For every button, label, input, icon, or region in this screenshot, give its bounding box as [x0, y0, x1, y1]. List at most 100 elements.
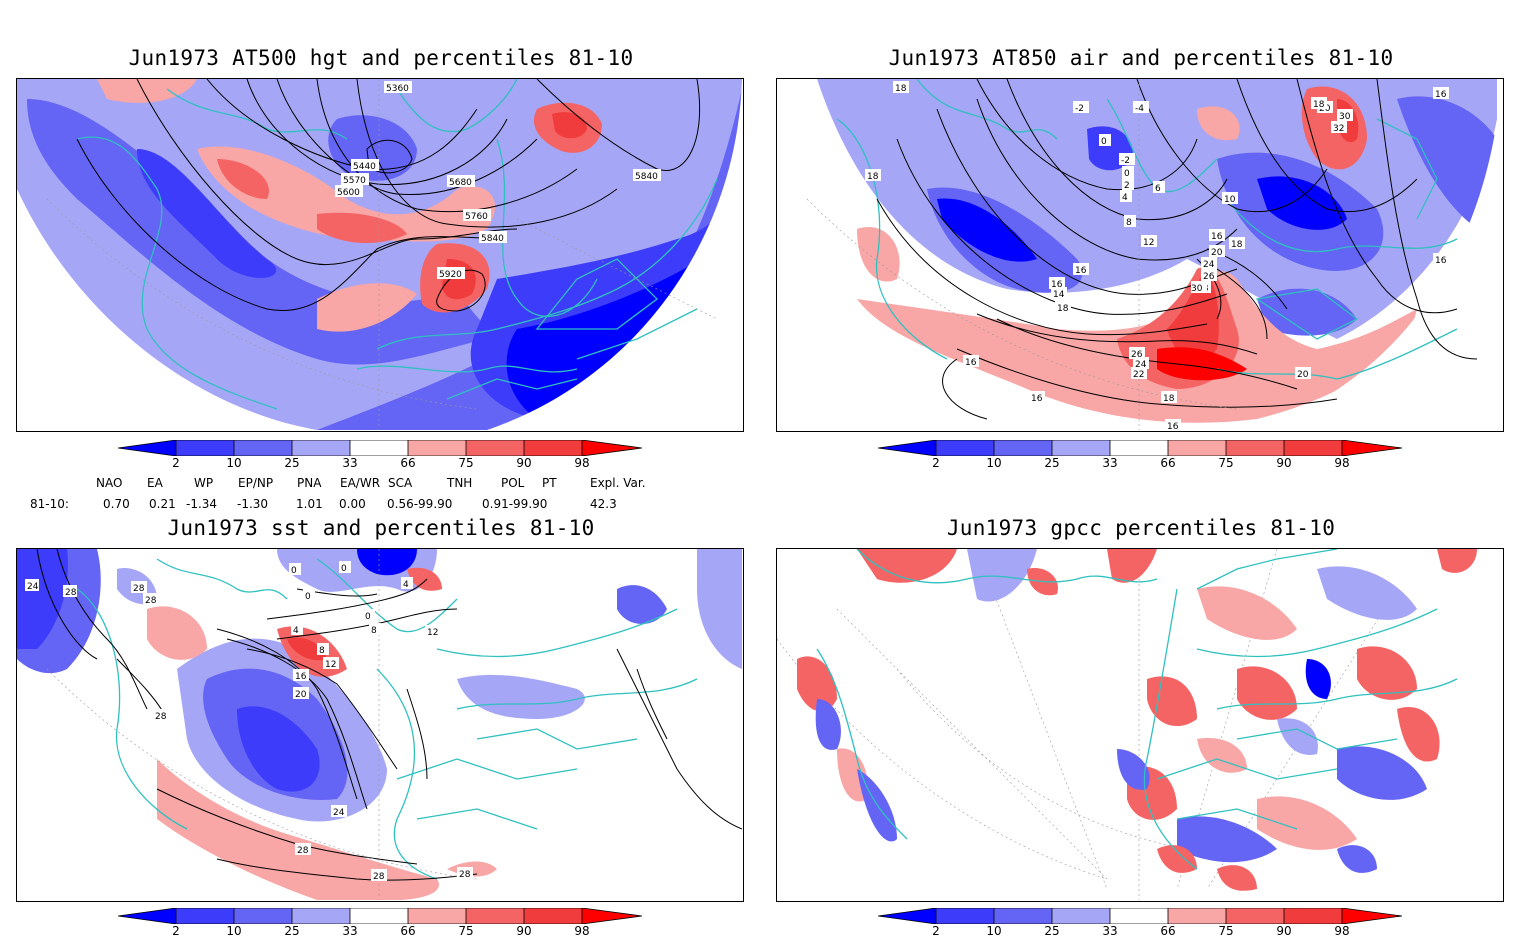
contour-label: 24	[27, 582, 39, 592]
coastlines	[76, 558, 698, 880]
contour-label: 20	[295, 690, 307, 700]
red-anomaly-field	[407, 567, 442, 591]
colorbar-label: 75	[458, 456, 474, 470]
colorbar-label: 10	[986, 924, 1002, 938]
red-anomaly-field	[317, 283, 417, 332]
colorbar-label: 66	[400, 456, 416, 470]
coastlines	[76, 79, 718, 410]
contour-label: 5360	[386, 84, 409, 94]
red-anomaly-field	[197, 146, 496, 242]
contour-label: 12	[427, 628, 438, 638]
map-outside-area	[777, 169, 1097, 430]
colorbar-label: 75	[458, 924, 474, 938]
contour-label: 30	[1339, 112, 1351, 122]
colorbar-swatches	[117, 907, 643, 925]
index-value: 0.56-99.90	[387, 497, 453, 511]
contour-label: 28	[65, 588, 77, 598]
indices-header-row: NAO EA WP EP/NP PNA EA/WR SCA TNH POL PT…	[0, 476, 760, 492]
precip-anomaly-blotches	[797, 549, 1477, 891]
grid-lines	[46, 79, 718, 430]
grid-lines	[46, 549, 478, 900]
contour-label: -2	[1121, 156, 1130, 166]
contour-label: 8	[1126, 218, 1132, 228]
contour-label: -4	[1135, 104, 1144, 114]
colorbar-label: 2	[932, 456, 940, 470]
index-header: PT	[542, 476, 557, 490]
sst-contours	[36, 549, 742, 881]
colorbar-swatches	[877, 907, 1403, 925]
colorbar-label: 66	[400, 924, 416, 938]
index-header: SCA	[388, 476, 413, 490]
contour-label: 28	[373, 872, 385, 882]
contour-label: 12	[325, 660, 336, 670]
contour-label: 14	[1053, 290, 1065, 300]
contour-label: 18	[1163, 394, 1175, 404]
colorbar-label: 33	[1102, 924, 1118, 938]
contour-label: 18	[867, 172, 879, 182]
red-anomaly-field	[1157, 347, 1247, 381]
blue-anomaly-field	[937, 198, 1037, 262]
red-anomaly-field	[217, 159, 269, 199]
colorbar-label: 66	[1160, 456, 1176, 470]
contour-label: 20	[1297, 370, 1309, 380]
colorbar-label: 25	[284, 456, 300, 470]
blue-anomaly-field	[1257, 176, 1347, 230]
red-anomaly-field	[317, 212, 407, 244]
contour-label: 24	[333, 808, 345, 818]
blue-anomaly-field	[457, 674, 585, 719]
index-value: 1.01	[296, 497, 323, 511]
contour-label: 0	[1101, 137, 1107, 147]
contour-label: 5600	[337, 188, 360, 198]
colorbar-label: 33	[342, 924, 358, 938]
colorbar-label: 90	[1276, 924, 1292, 938]
index-value: -1.30	[237, 497, 269, 511]
colorbar-hgt500: 2 10 25 33 66 75 90 98	[117, 439, 643, 472]
map-outside-area	[497, 669, 742, 900]
index-header: POL	[501, 476, 525, 490]
contour-label: 18	[1231, 240, 1243, 250]
indices-value-row: 81-10: 0.70 0.21 -1.34 -1.30 1.01 0.00 0…	[0, 497, 760, 513]
blue-anomaly-field	[237, 706, 320, 792]
contour-label: 18	[895, 84, 907, 94]
contour-label: 16	[295, 672, 307, 682]
index-header: EA/WR	[340, 476, 381, 490]
colorbar-swatches	[117, 439, 643, 457]
colorbar-label: 2	[172, 924, 180, 938]
colorbar-swatches	[877, 439, 1403, 457]
colorbar-label: 10	[226, 456, 242, 470]
panel-title-air850: Jun1973 AT850 air and percentiles 81-10	[888, 46, 1394, 70]
coastlines	[816, 549, 1458, 870]
index-value: 0.91-99.90	[482, 497, 548, 511]
index-value: -1.34	[186, 497, 218, 511]
contour-label: 6	[1155, 184, 1161, 194]
map-outside-area	[17, 189, 317, 430]
colorbar-label: 90	[516, 924, 532, 938]
contour-label: 8	[371, 626, 377, 636]
contour-label: 0	[1124, 169, 1130, 179]
index-header: Expl. Var.	[590, 476, 646, 490]
index-value: 0.70	[103, 497, 130, 511]
colorbar-label: 75	[1218, 456, 1234, 470]
contour-label: 5840	[481, 234, 504, 244]
colorbar-air850: 2 10 25 33 66 75 90 98	[877, 439, 1403, 472]
coastlines	[836, 79, 1458, 380]
contour-label: 32	[1333, 124, 1344, 134]
red-anomaly-field	[157, 759, 439, 900]
contour-label: -2	[1075, 104, 1084, 114]
contour-label: 28	[145, 596, 157, 606]
contour-label: 0	[365, 612, 371, 622]
red-anomaly-field	[1197, 106, 1240, 141]
index-value: 0.21	[149, 497, 176, 511]
map-sst: 24 28 28 28 0 0 0 4 8 12 16 20 24 28 28 …	[16, 548, 744, 902]
contour-label: 26	[1131, 350, 1143, 360]
contour-label: 5760	[465, 212, 488, 222]
contour-label: 5570	[343, 176, 366, 186]
contour-label: 5840	[635, 172, 658, 182]
map-hgt500: 5360 5440 5570 5600 5680 5760 5840 5840 …	[16, 78, 744, 432]
blue-anomaly-field	[27, 89, 742, 430]
index-value: 0.00	[339, 497, 366, 511]
colorbar-label: 33	[1102, 456, 1118, 470]
contour-label: 4	[293, 626, 299, 636]
red-anomaly-field	[552, 112, 587, 139]
colorbar-label: 25	[1044, 924, 1060, 938]
